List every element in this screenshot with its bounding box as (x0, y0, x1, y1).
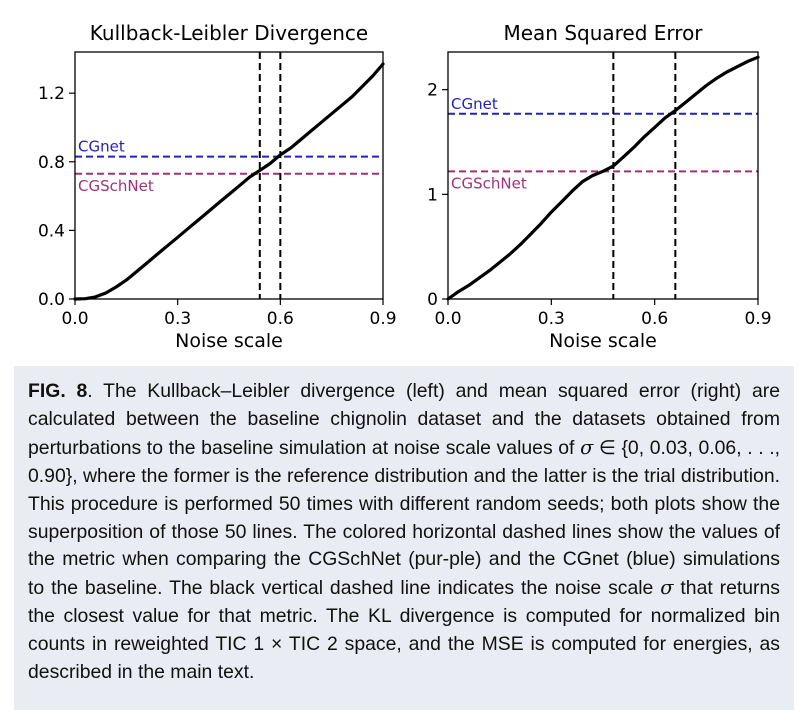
x-axis-label: Noise scale (549, 330, 657, 352)
plot-frame (447, 51, 759, 300)
x-tick-label: 0.0 (61, 309, 88, 329)
series-line (446, 55, 760, 301)
series-line (73, 62, 385, 301)
y-tick-label: 1.2 (38, 84, 65, 104)
x-tick-label: 0.6 (641, 309, 668, 329)
x-tick-label: 0.9 (744, 309, 771, 329)
x-tick-label: 0.3 (538, 309, 565, 329)
figure-caption: FIG. 8. The Kullback–Leibler divergence … (14, 366, 794, 710)
y-tick-label: 2 (427, 81, 438, 101)
y-tick-label: 0.8 (38, 153, 65, 173)
x-axis-label: Noise scale (175, 330, 283, 352)
caption-sigma-symbol-1: σ (580, 435, 594, 459)
y-tick-label: 0.0 (38, 290, 65, 310)
caption-figure-label: FIG. 8 (28, 380, 88, 402)
caption-sigma-symbol-2: σ (660, 576, 674, 600)
reference-label-cgschnet: CGSchNet (451, 174, 527, 192)
x-tick-label: 0.0 (434, 309, 461, 329)
reference-label-cgnet: CGnet (78, 138, 125, 156)
x-tick-label: 0.9 (369, 309, 396, 329)
chart-1: Kullback-Leibler Divergence CGnet CGSchNet… (38, 21, 397, 352)
figure-charts: Kullback-Leibler Divergence CGnet CGSchNet… (38, 21, 772, 352)
x-tick-label: 0.6 (267, 309, 294, 329)
chart-title: Mean Squared Error (503, 21, 703, 45)
caption-text-part-2: ∈ {0, 0.03, 0.06, . . ., 0.90}, where th… (28, 436, 780, 600)
reference-label-cgnet: CGnet (451, 95, 498, 113)
y-tick-label: 0.4 (38, 221, 65, 241)
chart-title: Kullback-Leibler Divergence (90, 21, 368, 45)
y-tick-label: 0 (427, 290, 438, 310)
caption-text-part-1: . The Kullback–Leibler divergence (left)… (28, 380, 780, 459)
plot-frame (74, 51, 384, 300)
y-tick-label: 1 (427, 185, 438, 205)
x-tick-label: 0.3 (164, 309, 191, 329)
caption-text-part-3: that returns the closest value for that … (28, 577, 780, 684)
chart-canvas: Kullback-Leibler Divergence CGnet CGSchNet… (38, 21, 772, 352)
chart-2: Mean Squared Error CGnet CGSchNet 0.0 0.3 0.6… (427, 21, 771, 352)
reference-label-cgschnet: CGSchNet (78, 177, 154, 195)
